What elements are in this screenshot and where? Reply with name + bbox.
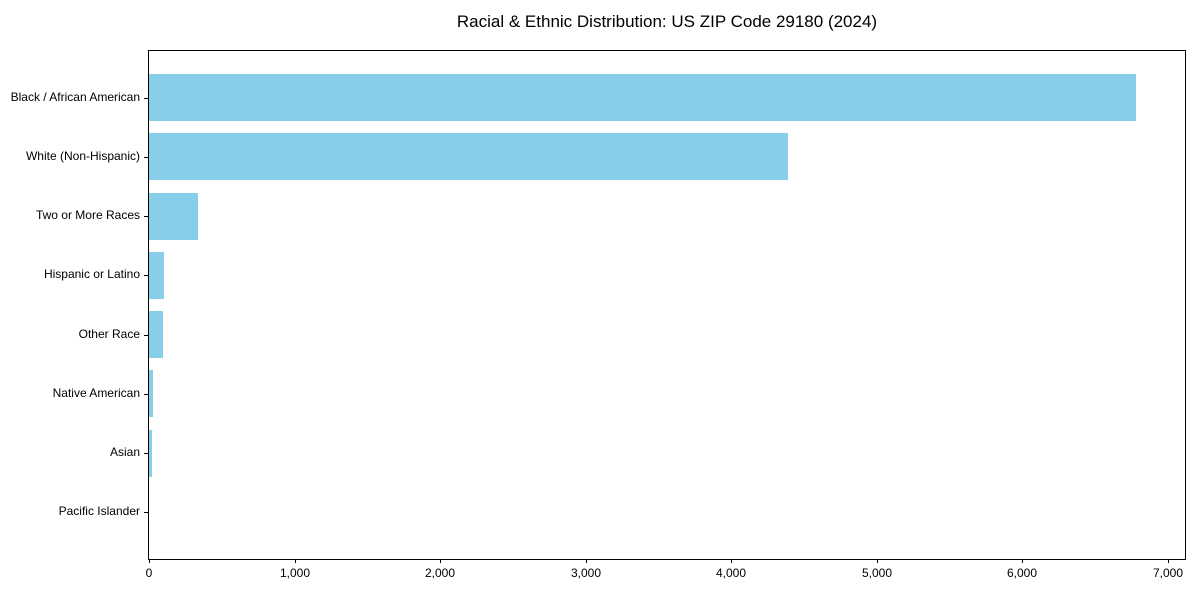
y-tick-mark bbox=[144, 275, 148, 276]
y-axis-label: Other Race bbox=[78, 327, 140, 341]
y-axis-label: Hispanic or Latino bbox=[43, 267, 140, 281]
y-axis-label: Two or More Races bbox=[35, 208, 140, 222]
x-tick-mark bbox=[877, 559, 878, 563]
y-axis-label: Asian bbox=[109, 445, 140, 459]
y-tick-mark bbox=[144, 512, 148, 513]
bar bbox=[149, 370, 153, 417]
x-tick-label: 1,000 bbox=[279, 566, 311, 580]
x-tick-mark bbox=[586, 559, 587, 563]
y-tick-mark bbox=[144, 216, 148, 217]
bar bbox=[149, 430, 152, 477]
y-axis-label: Pacific Islander bbox=[58, 504, 140, 518]
x-tick-mark bbox=[1168, 559, 1169, 563]
y-axis-label: Black / African American bbox=[10, 90, 140, 104]
x-tick-label: 4,000 bbox=[715, 566, 747, 580]
x-tick-mark bbox=[149, 559, 150, 563]
x-tick-label: 3,000 bbox=[570, 566, 602, 580]
y-tick-mark bbox=[144, 335, 148, 336]
x-tick-label: 0 bbox=[145, 566, 153, 580]
y-axis-label: White (Non-Hispanic) bbox=[25, 149, 140, 163]
y-tick-mark bbox=[144, 98, 148, 99]
bar bbox=[149, 133, 788, 180]
y-axis-label: Native American bbox=[52, 386, 140, 400]
x-tick-mark bbox=[731, 559, 732, 563]
x-tick-mark bbox=[440, 559, 441, 563]
bar bbox=[149, 311, 163, 358]
x-tick-label: 6,000 bbox=[1006, 566, 1038, 580]
x-tick-mark bbox=[1022, 559, 1023, 563]
chart-title: Racial & Ethnic Distribution: US ZIP Cod… bbox=[456, 12, 878, 31]
x-tick-label: 5,000 bbox=[861, 566, 893, 580]
y-tick-mark bbox=[144, 453, 148, 454]
bar bbox=[149, 193, 198, 240]
x-tick-label: 2,000 bbox=[424, 566, 456, 580]
bar bbox=[149, 252, 164, 299]
y-tick-mark bbox=[144, 394, 148, 395]
x-tick-label: 7,000 bbox=[1152, 566, 1184, 580]
y-tick-mark bbox=[144, 157, 148, 158]
x-tick-mark bbox=[295, 559, 296, 563]
bar bbox=[149, 74, 1136, 121]
plot-area bbox=[148, 50, 1186, 560]
